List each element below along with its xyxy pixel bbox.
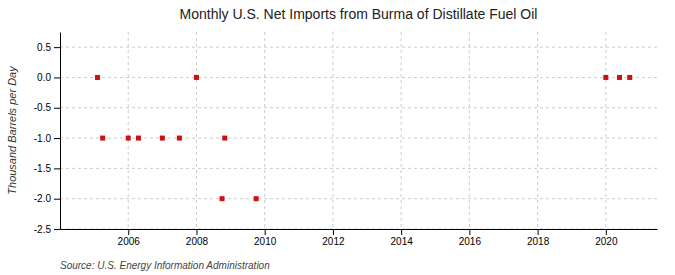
x-tick: 2010: [254, 229, 277, 247]
x-tick: 2008: [186, 229, 209, 247]
y-tick-label: -2.5: [34, 224, 52, 235]
x-axis: 2006 2008 2010 2012 2014 2016 2018 2020: [61, 229, 658, 247]
grid-line-y: [60, 47, 657, 48]
y-tick: -2.0: [34, 193, 60, 204]
plot: 2006 2008 2010 2012 2014 2016 2018 2020 0.5 0.0 -0…: [34, 32, 658, 247]
grid-line-x: [264, 32, 265, 229]
y-tick-mark: [54, 168, 60, 169]
grid-line-y: [60, 138, 657, 139]
grid-line-y: [60, 198, 657, 199]
y-tick: 0.0: [37, 72, 60, 83]
grid-line-x: [401, 32, 402, 229]
grid-line-y: [60, 107, 657, 108]
grid: [60, 32, 657, 229]
grid-line-y: [60, 77, 657, 78]
x-tick-label: 2020: [595, 236, 618, 247]
x-tick-mark: [196, 229, 197, 235]
grid-line-x: [196, 32, 197, 229]
x-tick: 2014: [391, 229, 414, 247]
x-tick-mark: [333, 229, 334, 235]
x-tick-label: 2008: [186, 236, 209, 247]
point: [136, 136, 141, 141]
y-axis-title: Thousand Barrels per Day: [6, 65, 18, 195]
x-tick-mark: [265, 229, 266, 235]
y-tick-mark: [54, 138, 60, 139]
grid-line-x: [128, 32, 129, 229]
title: Monthly U.S. Net Imports from Burma of D…: [180, 6, 538, 22]
x-tick: 2020: [595, 229, 618, 247]
x-tick-mark: [538, 229, 539, 235]
point: [160, 136, 165, 141]
y-tick-label: -0.5: [34, 102, 52, 113]
point: [194, 75, 199, 80]
y-tick: -2.5: [34, 224, 60, 235]
x-tick-label: 2016: [459, 236, 482, 247]
x-tick-label: 2018: [527, 236, 550, 247]
y-tick: -0.5: [34, 102, 60, 113]
x-tick-mark: [128, 229, 129, 235]
y-tick: -1.0: [34, 133, 60, 144]
x-tick: 2018: [527, 229, 550, 247]
point: [220, 196, 225, 201]
x-tick: 2012: [322, 229, 345, 247]
y-tick-mark: [54, 77, 60, 78]
grid-line-x: [605, 32, 606, 229]
y-axis: 0.5 0.0 -0.5 -1.0 -1.5 -2.0 -2.5: [34, 33, 61, 235]
x-tick-label: 2012: [322, 236, 345, 247]
y-axis-line: [60, 33, 61, 230]
chart: 2006 2008 2010 2012 2014 2016 2018 2020 0.5 0.0 -0…: [0, 0, 675, 275]
point: [100, 136, 105, 141]
x-tick: 2006: [118, 229, 141, 247]
grid-line-y: [60, 168, 657, 169]
x-tick: 2016: [459, 229, 482, 247]
x-tick-mark: [469, 229, 470, 235]
point: [254, 196, 259, 201]
point: [617, 75, 622, 80]
x-tick-label: 2010: [254, 236, 277, 247]
y-tick-mark: [54, 108, 60, 109]
x-tick-label: 2006: [118, 236, 141, 247]
point: [95, 75, 100, 80]
x-axis-line: [61, 229, 658, 230]
y-tick-label: -1.0: [34, 133, 52, 144]
point: [126, 136, 131, 141]
grid-line-x: [332, 32, 333, 229]
annotation: Source: U.S. Energy Information Administ…: [60, 260, 270, 271]
y-tick-label: 0.5: [37, 42, 51, 53]
x-tick-mark: [401, 229, 402, 235]
y-tick-label: -1.5: [34, 163, 52, 174]
y-tick-label: 0.0: [37, 72, 51, 83]
points: [95, 75, 632, 201]
y-tick-label: -2.0: [34, 193, 52, 204]
grid-line-y: [60, 229, 657, 230]
x-tick-label: 2014: [391, 236, 414, 247]
y-tick-mark: [54, 229, 60, 230]
x-tick-mark: [606, 229, 607, 235]
point: [603, 75, 608, 80]
point: [627, 75, 632, 80]
grid-line-x: [469, 32, 470, 229]
y-tick-mark: [54, 47, 60, 48]
y-tick-mark: [54, 199, 60, 200]
point: [177, 136, 182, 141]
y-tick: -1.5: [34, 163, 60, 174]
point: [222, 136, 227, 141]
grid-line-x: [537, 32, 538, 229]
y-tick: 0.5: [37, 42, 60, 53]
